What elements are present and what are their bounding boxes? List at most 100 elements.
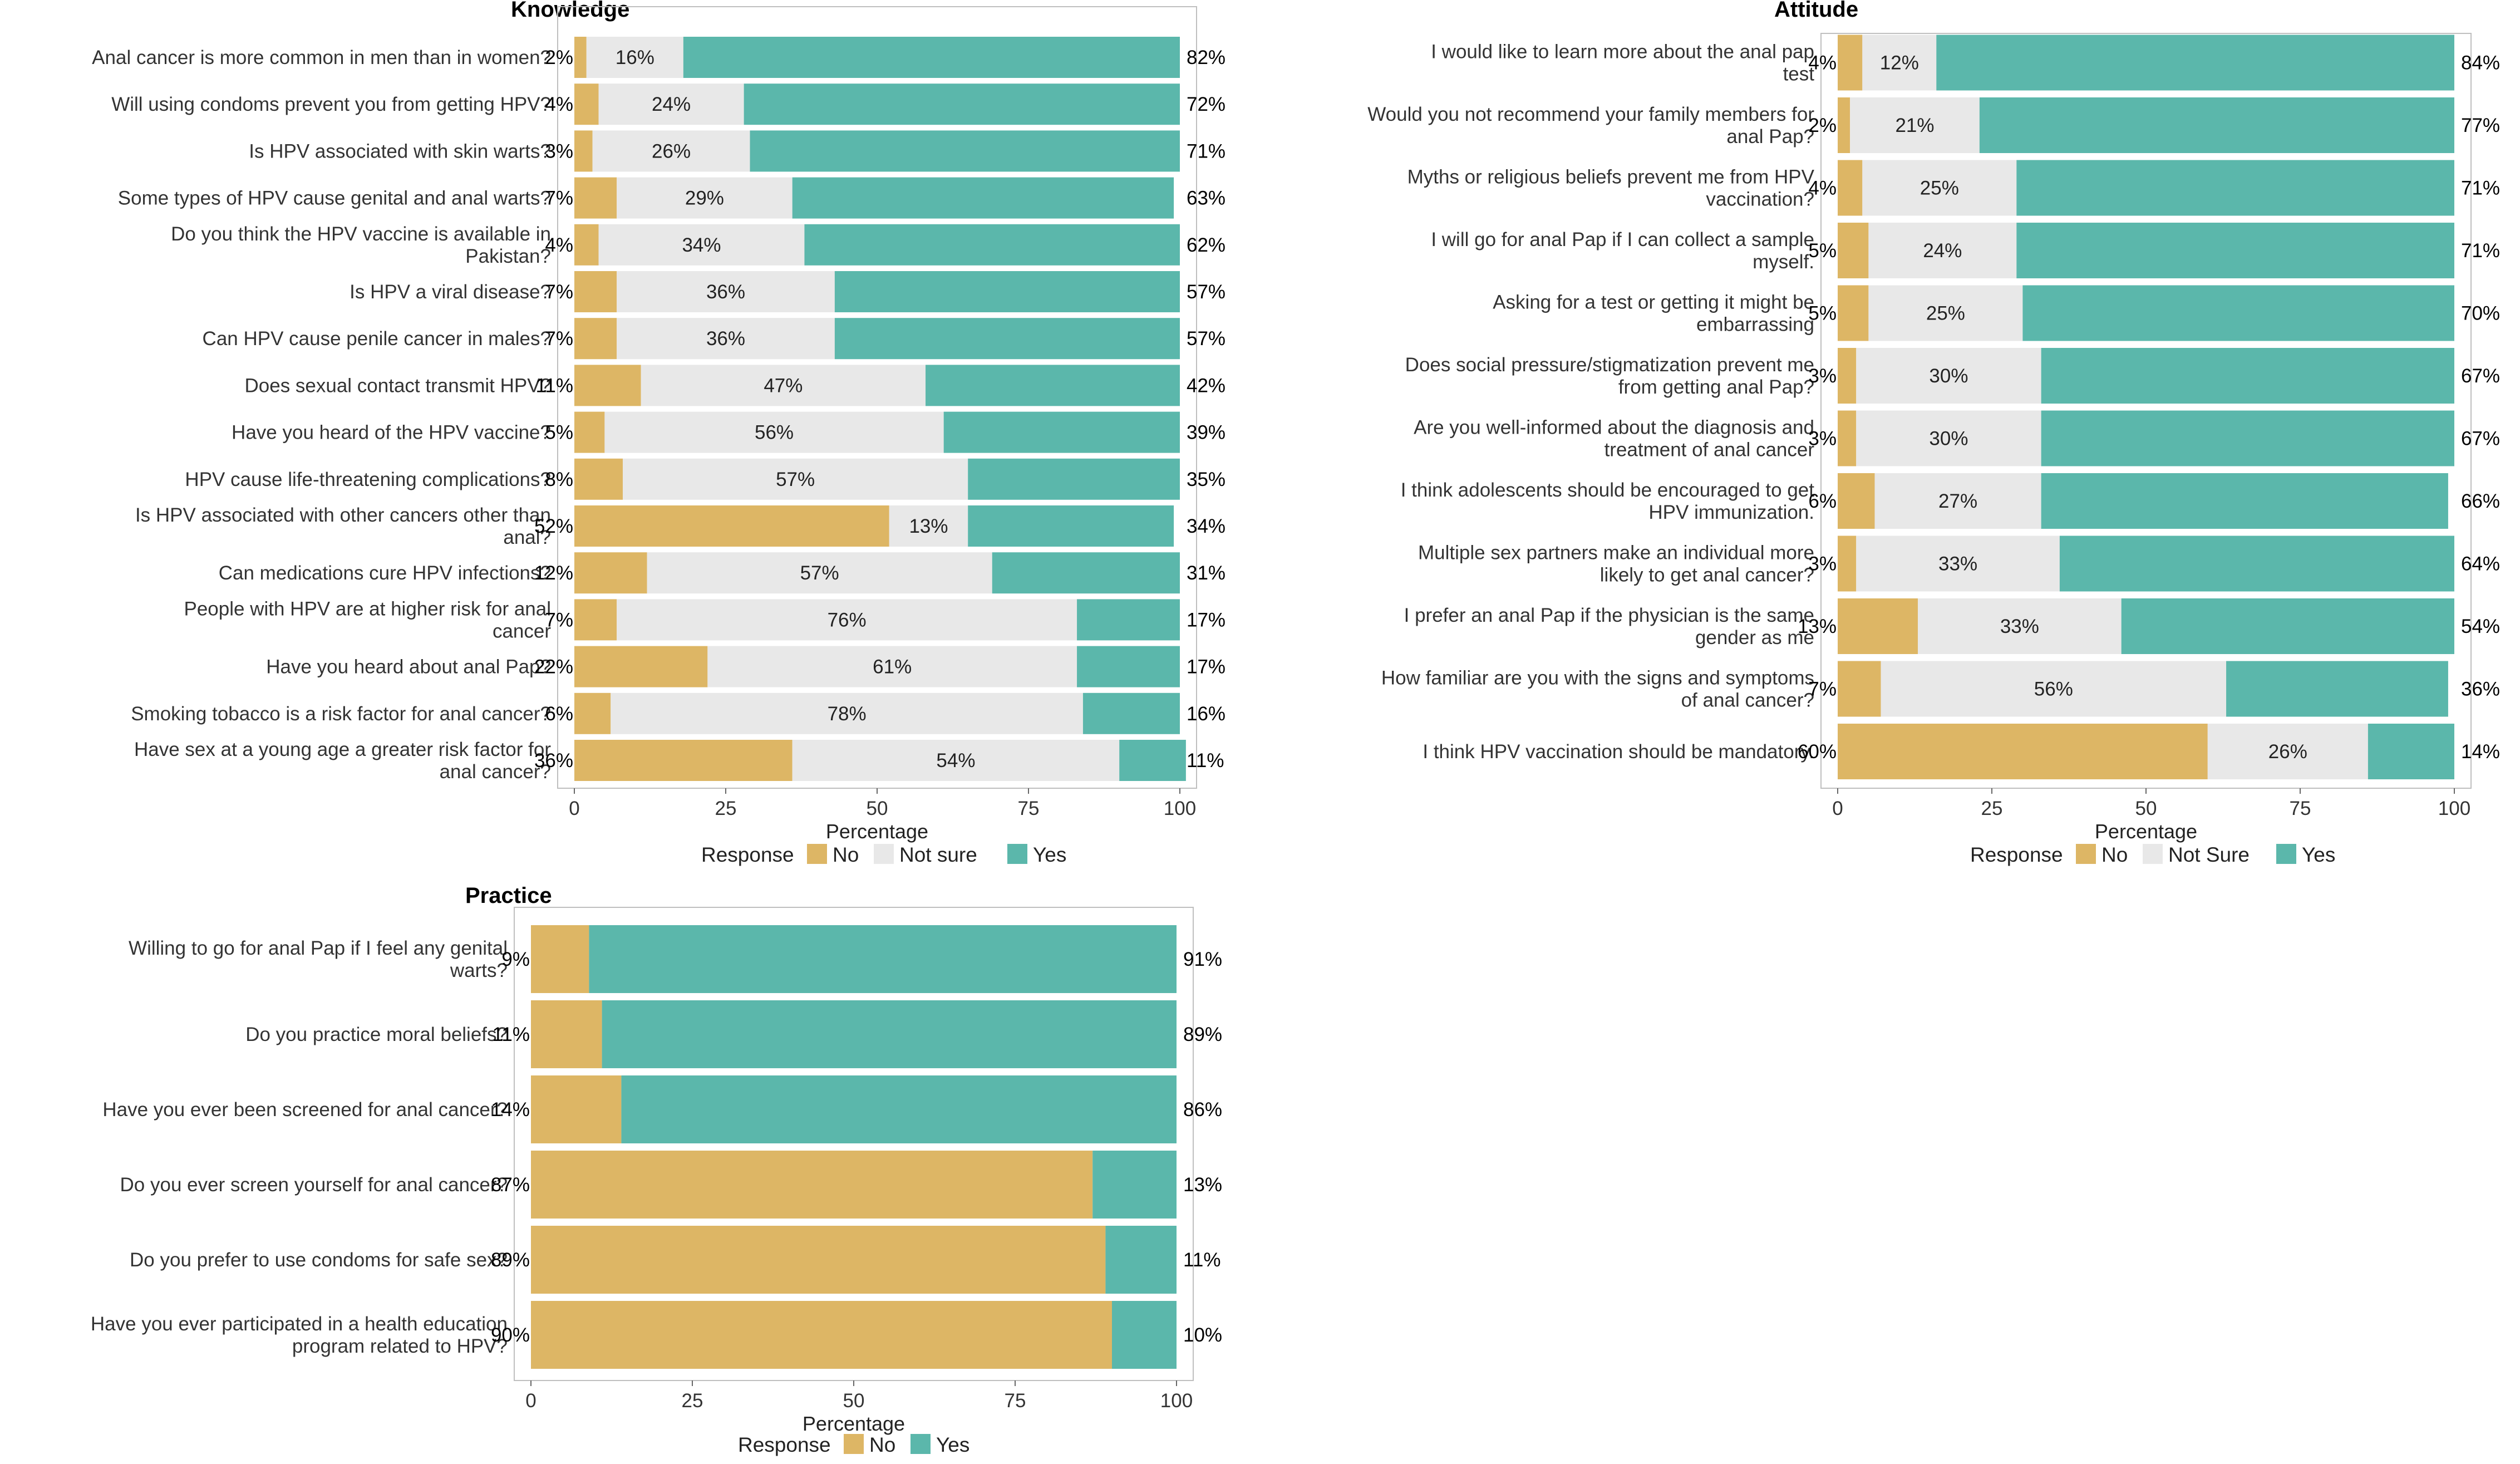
knowledge-label-yes: 35%	[1187, 469, 1225, 490]
knowledge-tick-label: 0	[569, 798, 579, 819]
knowledge-category-label: Is HPV a viral disease?	[350, 281, 551, 303]
practice-legend-label: Yes	[936, 1433, 969, 1456]
knowledge-label-not-sure: 78%	[828, 703, 867, 725]
knowledge-label-not-sure: 36%	[706, 281, 745, 303]
practice-legend: Response No Yes	[738, 1433, 969, 1456]
knowledge-category-label: Have you heard about anal Pap?	[266, 656, 551, 678]
attitude-bar-no-0	[1838, 35, 1863, 91]
attitude-label-not-sure: 25%	[1926, 303, 1965, 325]
knowledge-label-not-sure: 57%	[800, 562, 839, 584]
attitude-label-not-sure: 30%	[1929, 365, 1968, 387]
attitude-bar-yes-9	[2121, 598, 2454, 654]
knowledge-label-no: 52%	[534, 515, 573, 537]
attitude-bar-yes-10	[2226, 661, 2448, 717]
practice-bar-no-3	[531, 1151, 1093, 1219]
knowledge-tick-label: 75	[1018, 798, 1040, 819]
attitude-legend-label: No	[2101, 843, 2128, 866]
knowledge-label-yes: 82%	[1187, 47, 1225, 68]
practice-label-no: 11%	[493, 1024, 530, 1045]
knowledge-bar-not-sure-6	[617, 318, 835, 360]
knowledge-bar-no-9	[574, 458, 623, 500]
practice-bar-yes-3	[1092, 1151, 1177, 1219]
practice-bar-yes-5	[1112, 1301, 1177, 1369]
knowledge-label-no: 22%	[534, 656, 573, 678]
practice-category-label: Have you ever participated in a health e…	[91, 1313, 508, 1357]
knowledge-tick-label: 25	[715, 798, 737, 819]
knowledge-label-no: 4%	[545, 94, 573, 115]
attitude-bar-not-sure-9	[1918, 598, 2122, 654]
practice-x-axis-title: Percentage	[803, 1412, 905, 1435]
attitude-label-not-sure: 30%	[1929, 428, 1968, 450]
attitude-label-yes: 64%	[2461, 553, 2500, 575]
attitude-label-yes: 36%	[2461, 679, 2500, 700]
knowledge-x-axis-title: Percentage	[826, 820, 928, 843]
attitude-category-label: I prefer an anal Pap if the physician is…	[1404, 605, 1814, 649]
knowledge-bar-no-1	[574, 83, 599, 125]
attitude-label-not-sure: 27%	[1938, 490, 1977, 512]
practice-label-no: 87%	[491, 1174, 530, 1196]
attitude-label-yes: 54%	[2461, 616, 2500, 637]
attitude-bar-no-1	[1838, 97, 1850, 153]
knowledge-bar-no-3	[574, 177, 617, 219]
knowledge-title: Knowledge	[511, 0, 629, 22]
attitude-category-label: I would like to learn more about the ana…	[1431, 41, 1814, 85]
knowledge-label-not-sure: 34%	[682, 234, 721, 256]
attitude-category-label: How familiar are you with the signs and …	[1381, 667, 1814, 711]
attitude-legend-title: Response	[1970, 843, 2063, 866]
knowledge-label-no: 7%	[545, 188, 573, 209]
knowledge-label-no: 5%	[545, 422, 573, 444]
knowledge-category-label: Some types of HPV cause genital and anal…	[118, 188, 551, 209]
practice-tick-label: 100	[1160, 1390, 1193, 1412]
knowledge-label-yes: 57%	[1187, 281, 1225, 303]
practice-bar-yes-1	[602, 1000, 1177, 1068]
knowledge-bar-not-sure-10	[889, 505, 968, 547]
knowledge-bar-no-8	[574, 411, 605, 453]
knowledge-label-no: 12%	[534, 562, 573, 584]
knowledge-label-yes: 17%	[1187, 656, 1225, 678]
knowledge-category-label: People with HPV are at higher risk for a…	[184, 598, 552, 642]
attitude-label-no: 3%	[1808, 428, 1837, 450]
knowledge-label-not-sure: 47%	[764, 375, 803, 396]
practice-bar-no-0	[531, 925, 589, 993]
knowledge-label-no: 8%	[545, 469, 573, 490]
practice-legend-label: No	[869, 1433, 895, 1456]
attitude-label-yes: 14%	[2461, 741, 2500, 763]
knowledge-category-label: Anal cancer is more common in men than i…	[92, 47, 551, 68]
knowledge-legend-key-not-sure	[874, 844, 894, 864]
knowledge-bar-yes-12	[1077, 599, 1180, 641]
knowledge-category-label: Does sexual contact transmit HPV?	[244, 375, 551, 396]
attitude-label-yes: 67%	[2461, 365, 2500, 387]
attitude-label-yes: 66%	[2461, 490, 2500, 512]
practice-category-label: Willing to go for anal Pap if I feel any…	[129, 937, 508, 981]
practice-legend-key-no	[844, 1434, 864, 1454]
attitude-bar-not-sure-3	[1868, 223, 2017, 278]
knowledge-bar-yes-5	[834, 271, 1180, 312]
knowledge-bar-not-sure-13	[707, 646, 1077, 687]
knowledge-bar-yes-11	[992, 552, 1180, 594]
attitude-bar-no-8	[1838, 536, 1857, 592]
knowledge-bar-not-sure-1	[598, 83, 744, 125]
practice-legend-title: Response	[738, 1433, 831, 1456]
attitude-legend-label: Yes	[2302, 843, 2335, 866]
attitude-bar-no-9	[1838, 598, 1918, 654]
knowledge-bar-not-sure-3	[617, 177, 793, 219]
knowledge-bar-no-4	[574, 224, 599, 266]
attitude-bar-no-10	[1838, 661, 1881, 717]
attitude-label-yes: 67%	[2461, 428, 2500, 450]
attitude-bar-no-2	[1838, 160, 1863, 216]
attitude-label-yes: 71%	[2461, 240, 2500, 262]
knowledge-tick-label: 100	[1164, 798, 1196, 819]
knowledge-bar-not-sure-14	[611, 692, 1083, 734]
knowledge-category-label: Can HPV cause penile cancer in males?	[203, 328, 551, 350]
knowledge-label-yes: 17%	[1187, 609, 1225, 631]
knowledge-legend-label: No	[833, 843, 859, 866]
attitude-panel: Attitude I would like to learn more about…	[1367, 0, 2500, 866]
knowledge-label-yes: 16%	[1187, 703, 1225, 725]
attitude-label-no: 5%	[1808, 303, 1837, 325]
practice-label-yes: 10%	[1183, 1324, 1222, 1346]
attitude-bar-not-sure-10	[1881, 661, 2227, 717]
knowledge-label-no: 6%	[545, 703, 573, 725]
attitude-category-label: Myths or religious beliefs prevent me fr…	[1407, 166, 1815, 210]
attitude-label-yes: 84%	[2461, 52, 2500, 74]
